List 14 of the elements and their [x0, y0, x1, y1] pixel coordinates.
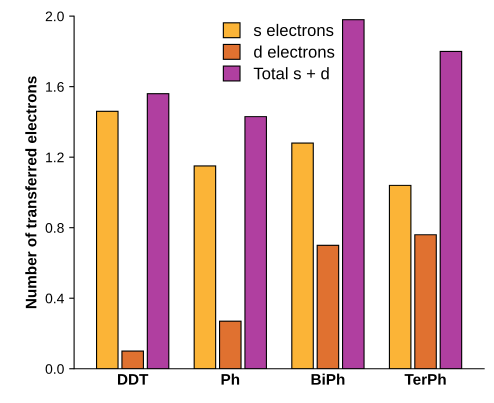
y-tick-label: 0.0: [46, 364, 64, 374]
y-tick-label: 1.6: [46, 82, 64, 92]
y-tick-label: 0.8: [46, 223, 64, 233]
y-tick-label: 1.2: [46, 152, 64, 162]
x-tick-label: TerPh: [404, 374, 446, 385]
x-tick-label: DDT: [118, 374, 148, 385]
x-tick-label: BiPh: [312, 374, 344, 385]
y-tick-label: 2.0: [46, 11, 64, 22]
legend-label: s electrons: [254, 24, 334, 36]
x-tick-label: Ph: [222, 374, 240, 385]
y-tick-label: 0.4: [46, 294, 64, 304]
y-axis-title: Number of transferred electrons: [25, 76, 36, 308]
legend-label: Total s + d: [254, 67, 329, 80]
legend-label: d electrons: [254, 46, 334, 58]
